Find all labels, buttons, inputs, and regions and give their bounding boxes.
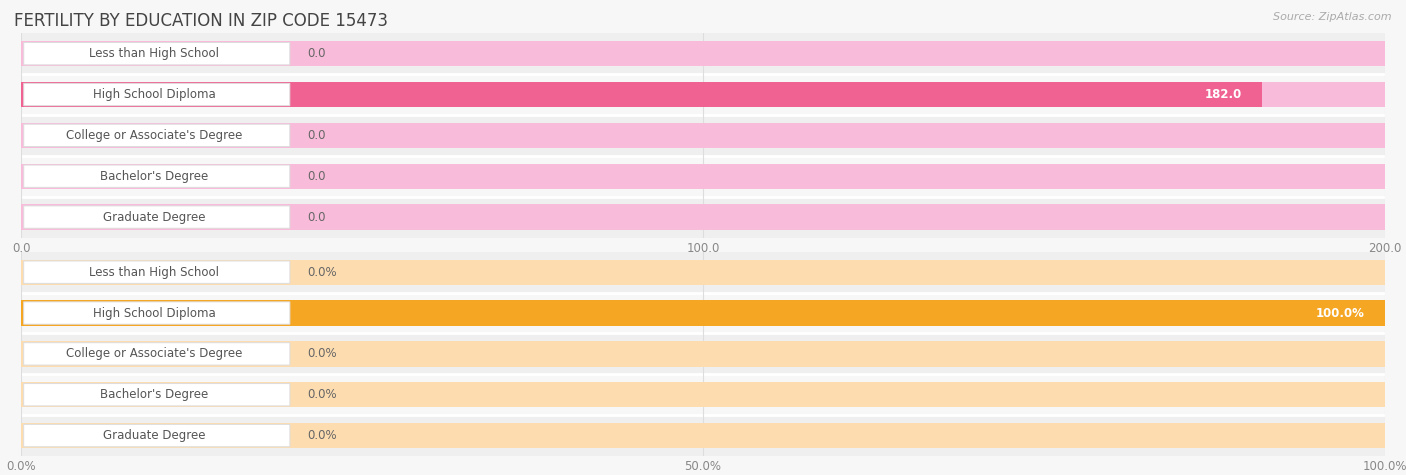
FancyBboxPatch shape bbox=[24, 83, 290, 106]
Text: Less than High School: Less than High School bbox=[89, 266, 219, 279]
Text: Bachelor's Degree: Bachelor's Degree bbox=[100, 170, 208, 183]
Bar bbox=[21, 293, 1385, 333]
Bar bbox=[21, 115, 1385, 156]
Text: 100.0%: 100.0% bbox=[1316, 306, 1364, 320]
FancyBboxPatch shape bbox=[24, 42, 290, 65]
Bar bbox=[21, 197, 1385, 238]
Bar bbox=[21, 41, 1385, 66]
Bar bbox=[21, 300, 1385, 326]
Text: 182.0: 182.0 bbox=[1205, 88, 1241, 101]
FancyBboxPatch shape bbox=[24, 165, 290, 188]
Bar bbox=[21, 33, 1385, 74]
Text: High School Diploma: High School Diploma bbox=[93, 306, 215, 320]
Text: College or Associate's Degree: College or Associate's Degree bbox=[66, 347, 242, 361]
Text: FERTILITY BY EDUCATION IN ZIP CODE 15473: FERTILITY BY EDUCATION IN ZIP CODE 15473 bbox=[14, 12, 388, 30]
Bar bbox=[21, 259, 1385, 285]
Text: Graduate Degree: Graduate Degree bbox=[103, 210, 205, 224]
Text: Graduate Degree: Graduate Degree bbox=[103, 429, 205, 442]
Text: 0.0%: 0.0% bbox=[308, 347, 337, 361]
FancyBboxPatch shape bbox=[24, 383, 290, 406]
Text: 0.0%: 0.0% bbox=[308, 266, 337, 279]
Text: Source: ZipAtlas.com: Source: ZipAtlas.com bbox=[1274, 12, 1392, 22]
Bar bbox=[21, 204, 1385, 230]
Bar bbox=[21, 415, 1385, 456]
FancyBboxPatch shape bbox=[24, 124, 290, 147]
Text: Bachelor's Degree: Bachelor's Degree bbox=[100, 388, 208, 401]
Bar bbox=[21, 123, 1385, 148]
Text: 0.0: 0.0 bbox=[308, 47, 326, 60]
Bar bbox=[21, 333, 1385, 374]
Text: College or Associate's Degree: College or Associate's Degree bbox=[66, 129, 242, 142]
FancyBboxPatch shape bbox=[24, 302, 290, 324]
Bar bbox=[21, 374, 1385, 415]
Bar bbox=[21, 382, 1385, 408]
Bar bbox=[21, 163, 1385, 189]
Bar bbox=[21, 156, 1385, 197]
FancyBboxPatch shape bbox=[24, 424, 290, 447]
Text: 0.0: 0.0 bbox=[308, 170, 326, 183]
Text: 0.0%: 0.0% bbox=[308, 388, 337, 401]
Text: 0.0%: 0.0% bbox=[308, 429, 337, 442]
Bar bbox=[21, 423, 1385, 448]
Text: Less than High School: Less than High School bbox=[89, 47, 219, 60]
Text: 0.0: 0.0 bbox=[308, 210, 326, 224]
FancyBboxPatch shape bbox=[24, 206, 290, 228]
Bar bbox=[21, 341, 1385, 367]
Bar bbox=[21, 300, 1385, 326]
FancyBboxPatch shape bbox=[24, 261, 290, 284]
FancyBboxPatch shape bbox=[24, 342, 290, 365]
Bar bbox=[21, 252, 1385, 293]
Text: High School Diploma: High School Diploma bbox=[93, 88, 215, 101]
Bar bbox=[21, 82, 1385, 107]
Bar bbox=[21, 74, 1385, 115]
Bar bbox=[21, 82, 1263, 107]
Text: 0.0: 0.0 bbox=[308, 129, 326, 142]
